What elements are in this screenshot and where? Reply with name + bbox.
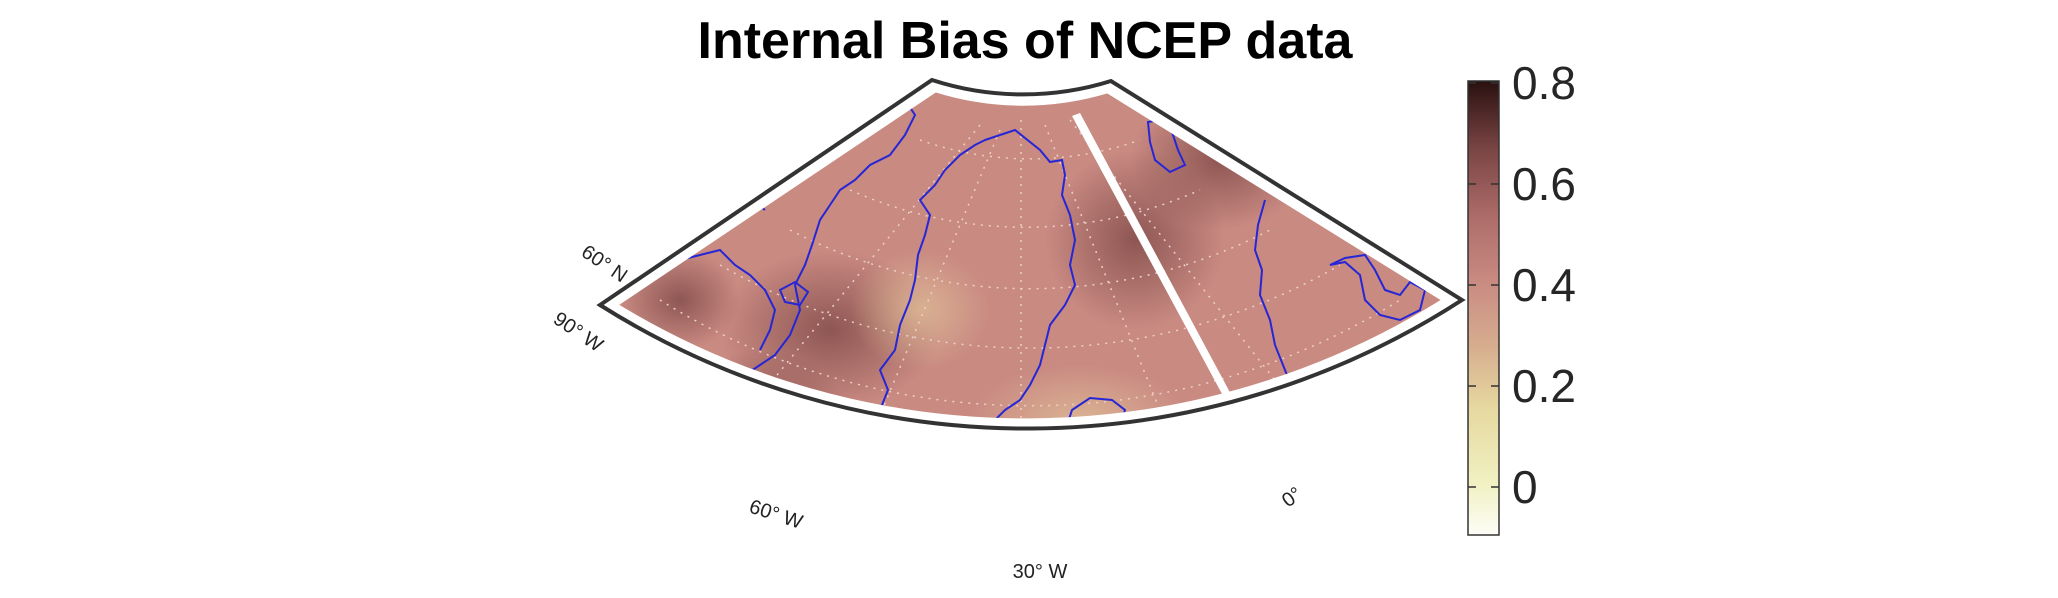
- label-lon-30w: 30° W: [1013, 561, 1068, 583]
- high-bias-region-canada: [670, 350, 850, 424]
- label-lat-60n: 60° N: [577, 241, 631, 287]
- colorbar-tick-label: 0.4: [1512, 259, 1576, 311]
- hudson-coast: [778, 280, 810, 307]
- faroe-coast: [1198, 433, 1202, 442]
- colorbar: 0.8 0.6 0.4 0.2 0: [1467, 57, 1576, 536]
- map-inner-border: [600, 81, 1460, 429]
- low-bias-region-greenland: [850, 250, 990, 370]
- greenland-coast: [878, 128, 1077, 424]
- colorbar-ticks: [1468, 82, 1499, 488]
- map-title: Internal Bias of NCEP data: [698, 12, 1354, 70]
- britain-coast: [1220, 462, 1250, 488]
- map-field: [610, 87, 1450, 510]
- label-lon-60w: 60° W: [746, 496, 805, 534]
- colorbar-tick-label: 0: [1512, 461, 1538, 513]
- colorbar-tick-label: 0.6: [1512, 158, 1576, 210]
- colorbar-gradient: [1467, 80, 1500, 536]
- graticule: [659, 119, 1401, 424]
- iceland-coast: [1066, 396, 1127, 424]
- label-lon-90w: 90° W: [549, 308, 607, 357]
- high-bias-region-west: [620, 250, 740, 350]
- label-lon-0: 0°: [1278, 483, 1306, 512]
- map-frame: [596, 77, 1466, 431]
- colorbar-tick-label: 0.8: [1512, 57, 1576, 109]
- baffin-coast: [739, 98, 917, 396]
- data-gap-strip: [1072, 113, 1262, 424]
- low-bias-region-south: [920, 430, 1080, 510]
- colorbar-tick-label: 0.2: [1512, 360, 1576, 412]
